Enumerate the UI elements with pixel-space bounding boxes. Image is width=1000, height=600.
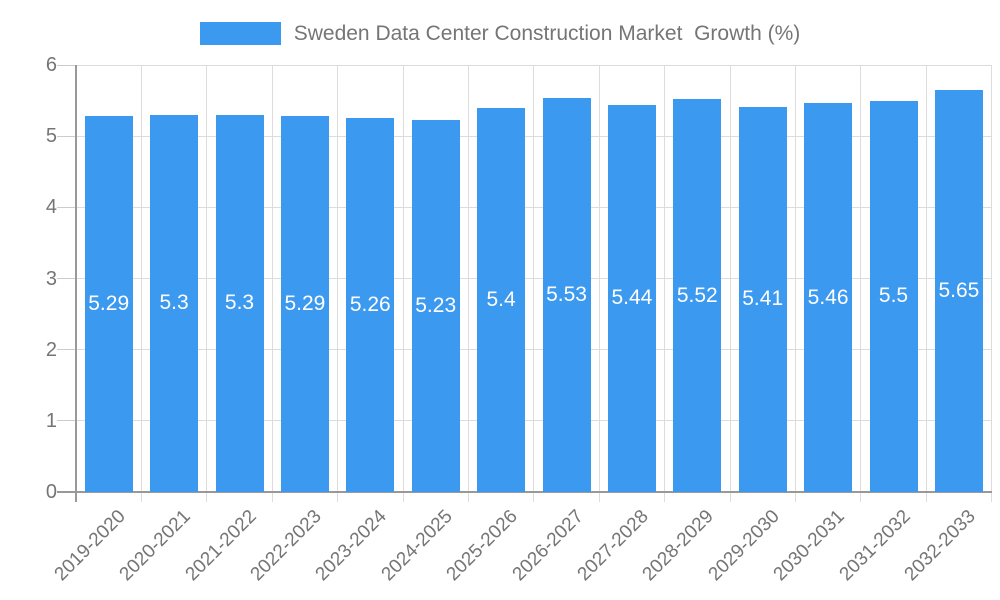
y-axis-line [75,65,77,502]
bar[interactable] [673,99,722,492]
bar[interactable] [150,114,199,492]
y-axis-tick-label: 5 [45,125,57,148]
bar-value-label: 5.53 [546,283,587,307]
bar[interactable] [738,106,787,492]
x-gridline [467,65,469,502]
bar[interactable] [346,117,395,492]
y-axis-tick-label: 0 [45,481,57,503]
y-axis-tick [57,420,76,422]
y-axis-tick-label: 3 [45,267,57,290]
bar[interactable] [804,103,853,492]
bar-value-label: 5.46 [807,285,849,309]
bar-value-label: 5.5 [878,284,909,308]
x-gridline [140,65,142,502]
bar[interactable] [607,104,656,492]
bar-value-label: 5.29 [88,291,130,315]
y-axis-tick-label: 6 [45,54,57,76]
x-axis-line [57,491,992,493]
y-axis-tick [57,278,76,279]
y-axis-tick [57,349,76,351]
legend[interactable]: Sweden Data Center Construction Market G… [0,22,1000,45]
bar-value-label: 5.3 [159,291,189,315]
bar-value-label: 5.29 [284,291,326,315]
x-gridline [794,65,796,502]
bar[interactable] [869,100,918,492]
x-gridline [860,65,862,502]
y-axis-tick-label: 4 [45,196,57,219]
bar[interactable] [84,115,133,492]
x-gridline [337,65,339,502]
x-gridline [402,65,404,502]
y-axis-tick-label: 2 [45,338,57,361]
bar[interactable] [215,114,264,492]
x-gridline [206,65,208,502]
x-axis-label: 2026-2027 [508,506,588,586]
x-gridline [271,65,273,502]
y-axis-tick [57,135,76,137]
bar-value-label: 5.41 [742,287,784,311]
x-gridline [533,65,535,502]
y-axis-tick [57,64,76,66]
x-axis-label: 2031-2032 [835,506,915,586]
x-gridline [598,65,600,502]
bar-value-label: 5.4 [486,287,516,311]
y-axis-tick-label: 1 [45,409,57,432]
bar[interactable] [411,119,460,492]
bar-value-label: 5.3 [224,291,255,315]
y-axis-tick [57,206,76,208]
legend-label: Sweden Data Center Construction Market G… [293,22,801,45]
x-gridline [664,65,666,502]
x-axis-label: 2028-2029 [639,506,719,586]
x-axis-label: 2021-2022 [181,506,261,586]
bar[interactable] [280,115,329,492]
x-gridline [729,65,731,502]
x-gridline [991,65,993,502]
legend-swatch [199,22,281,45]
x-gridline [925,65,927,502]
bar-value-label: 5.65 [938,278,980,302]
bar[interactable] [477,107,526,492]
bar-value-label: 5.23 [415,293,457,317]
bar-value-label: 5.26 [349,292,391,316]
x-axis-label: 2023-2024 [312,506,392,586]
bar-value-label: 5.52 [676,283,718,307]
bar[interactable] [542,98,591,492]
bar-value-label: 5.44 [611,286,653,310]
bar[interactable] [934,89,983,492]
